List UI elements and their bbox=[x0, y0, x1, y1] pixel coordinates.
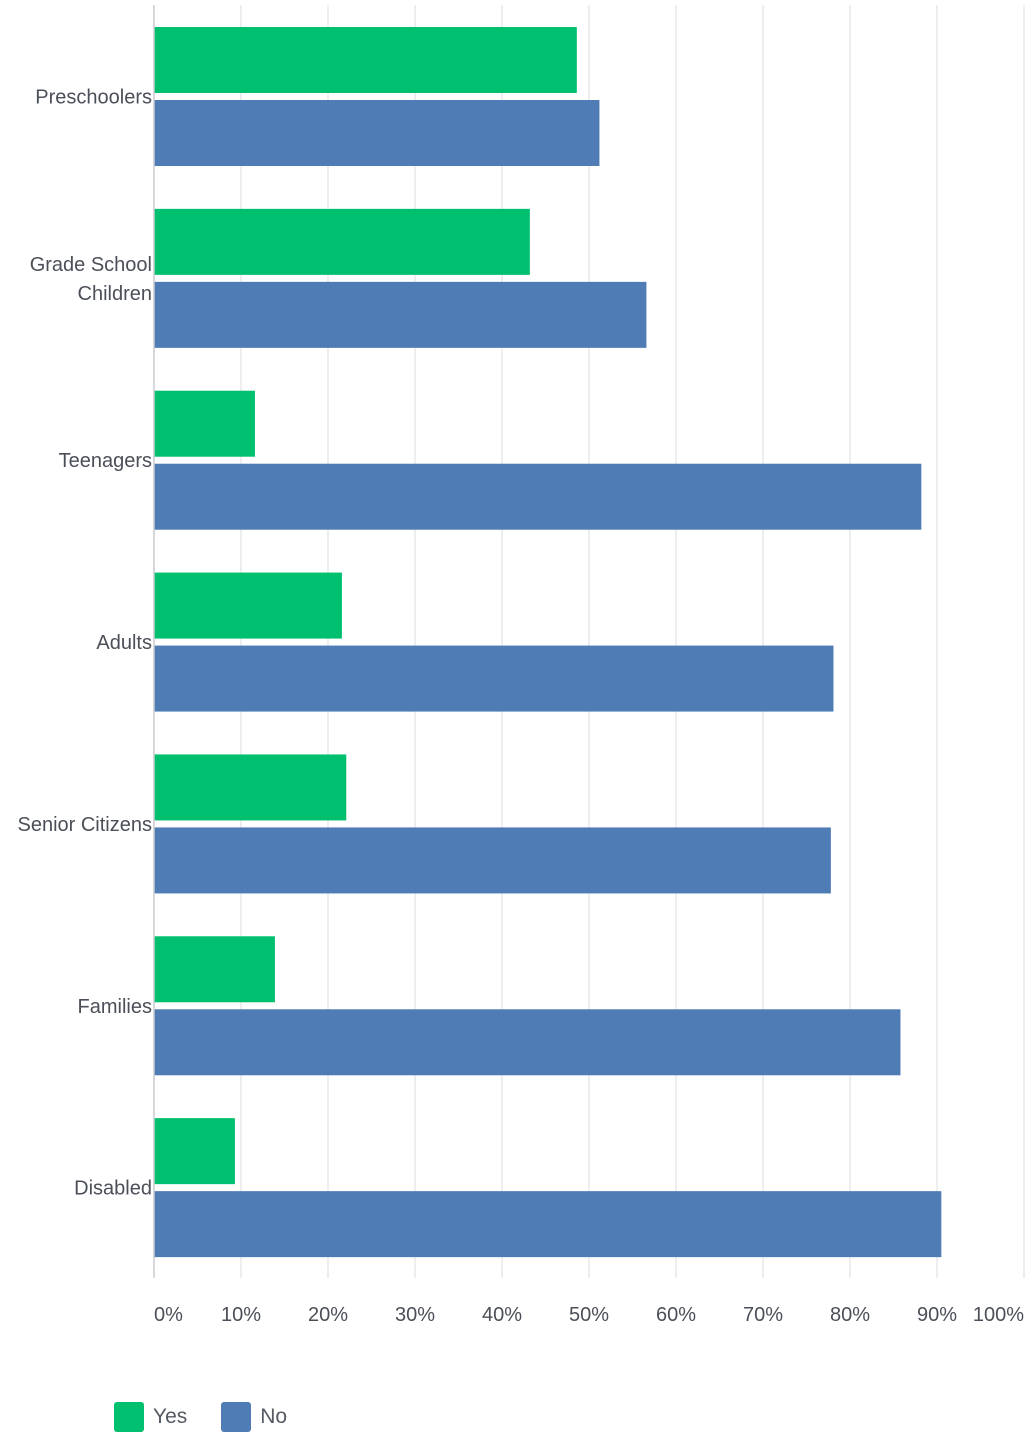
legend-item-yes[interactable]: Yes bbox=[114, 1402, 187, 1432]
category-labels: Preschoolers Grade School Children Teenager… bbox=[17, 87, 152, 1200]
bar-yes-1[interactable] bbox=[154, 208, 530, 275]
category-label-line: Teenagers bbox=[59, 450, 152, 472]
x-tick-labels: 0% 10% 20% 30% 40% 50% 60% 70% 80% 90% 100% bbox=[154, 1304, 1024, 1326]
category-label: Adults bbox=[96, 632, 152, 654]
bar-yes-6[interactable] bbox=[154, 1118, 235, 1185]
category-label: Teenagers bbox=[59, 450, 152, 472]
category-label-line: Children bbox=[78, 283, 152, 305]
bar-yes-3[interactable] bbox=[154, 572, 342, 639]
legend-label-no: No bbox=[260, 1405, 288, 1428]
bar-no-6[interactable] bbox=[154, 1191, 942, 1258]
category-label-line: Grade School bbox=[30, 254, 152, 276]
bar-chart: Preschoolers Grade School Children Teenager… bbox=[17, 5, 1025, 1326]
category-label: Preschoolers bbox=[35, 87, 152, 109]
legend-swatch-yes bbox=[114, 1402, 144, 1432]
x-tick-label: 40% bbox=[482, 1304, 522, 1326]
category-label: Grade School Children bbox=[30, 254, 152, 305]
category-label: Families bbox=[78, 996, 152, 1018]
bar-no-1[interactable] bbox=[154, 281, 647, 348]
legend-item-no[interactable]: No bbox=[221, 1402, 287, 1432]
bar-no-0[interactable] bbox=[154, 100, 600, 166]
legend-label-yes: Yes bbox=[153, 1405, 188, 1428]
bar-yes-0[interactable] bbox=[154, 27, 577, 93]
x-tick-label: 70% bbox=[743, 1304, 783, 1326]
x-tick-label: 10% bbox=[221, 1304, 261, 1326]
gridlines bbox=[240, 5, 1025, 1278]
category-label-line: Disabled bbox=[74, 1178, 152, 1200]
category-label: Senior Citizens bbox=[17, 814, 152, 836]
bar-no-4[interactable] bbox=[154, 827, 831, 894]
x-tick-label: 30% bbox=[395, 1304, 435, 1326]
bar-yes-2[interactable] bbox=[154, 390, 255, 457]
x-tick-label: 90% bbox=[917, 1304, 957, 1326]
bar-no-3[interactable] bbox=[154, 645, 834, 712]
x-tick-label: 50% bbox=[569, 1304, 609, 1326]
legend: Yes No bbox=[114, 1402, 321, 1432]
bar-yes-5[interactable] bbox=[154, 936, 275, 1003]
category-label-line: Families bbox=[78, 996, 152, 1018]
x-tick-label: 20% bbox=[308, 1304, 348, 1326]
category-label-line: Preschoolers bbox=[35, 87, 152, 109]
bar-no-2[interactable] bbox=[154, 463, 922, 530]
x-tick-label: 100% bbox=[973, 1304, 1024, 1326]
bars bbox=[154, 27, 942, 1258]
x-tick-label: 0% bbox=[154, 1304, 183, 1326]
x-tick-label: 80% bbox=[830, 1304, 870, 1326]
category-label: Disabled bbox=[74, 1178, 152, 1200]
category-label-line: Senior Citizens bbox=[17, 814, 152, 836]
category-label-line: Adults bbox=[96, 632, 152, 654]
legend-swatch-no bbox=[221, 1402, 252, 1432]
bar-yes-4[interactable] bbox=[154, 754, 347, 821]
bar-no-5[interactable] bbox=[154, 1009, 901, 1076]
x-tick-label: 60% bbox=[656, 1304, 696, 1326]
